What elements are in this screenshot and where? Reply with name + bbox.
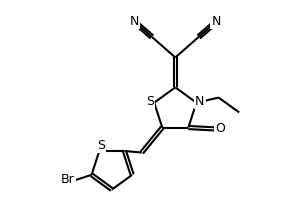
Text: Br: Br — [61, 173, 75, 187]
Text: N: N — [211, 15, 221, 28]
Text: S: S — [147, 95, 154, 108]
Text: N: N — [195, 95, 204, 108]
Text: N: N — [130, 15, 139, 28]
Text: O: O — [215, 123, 225, 135]
Text: S: S — [97, 139, 105, 152]
